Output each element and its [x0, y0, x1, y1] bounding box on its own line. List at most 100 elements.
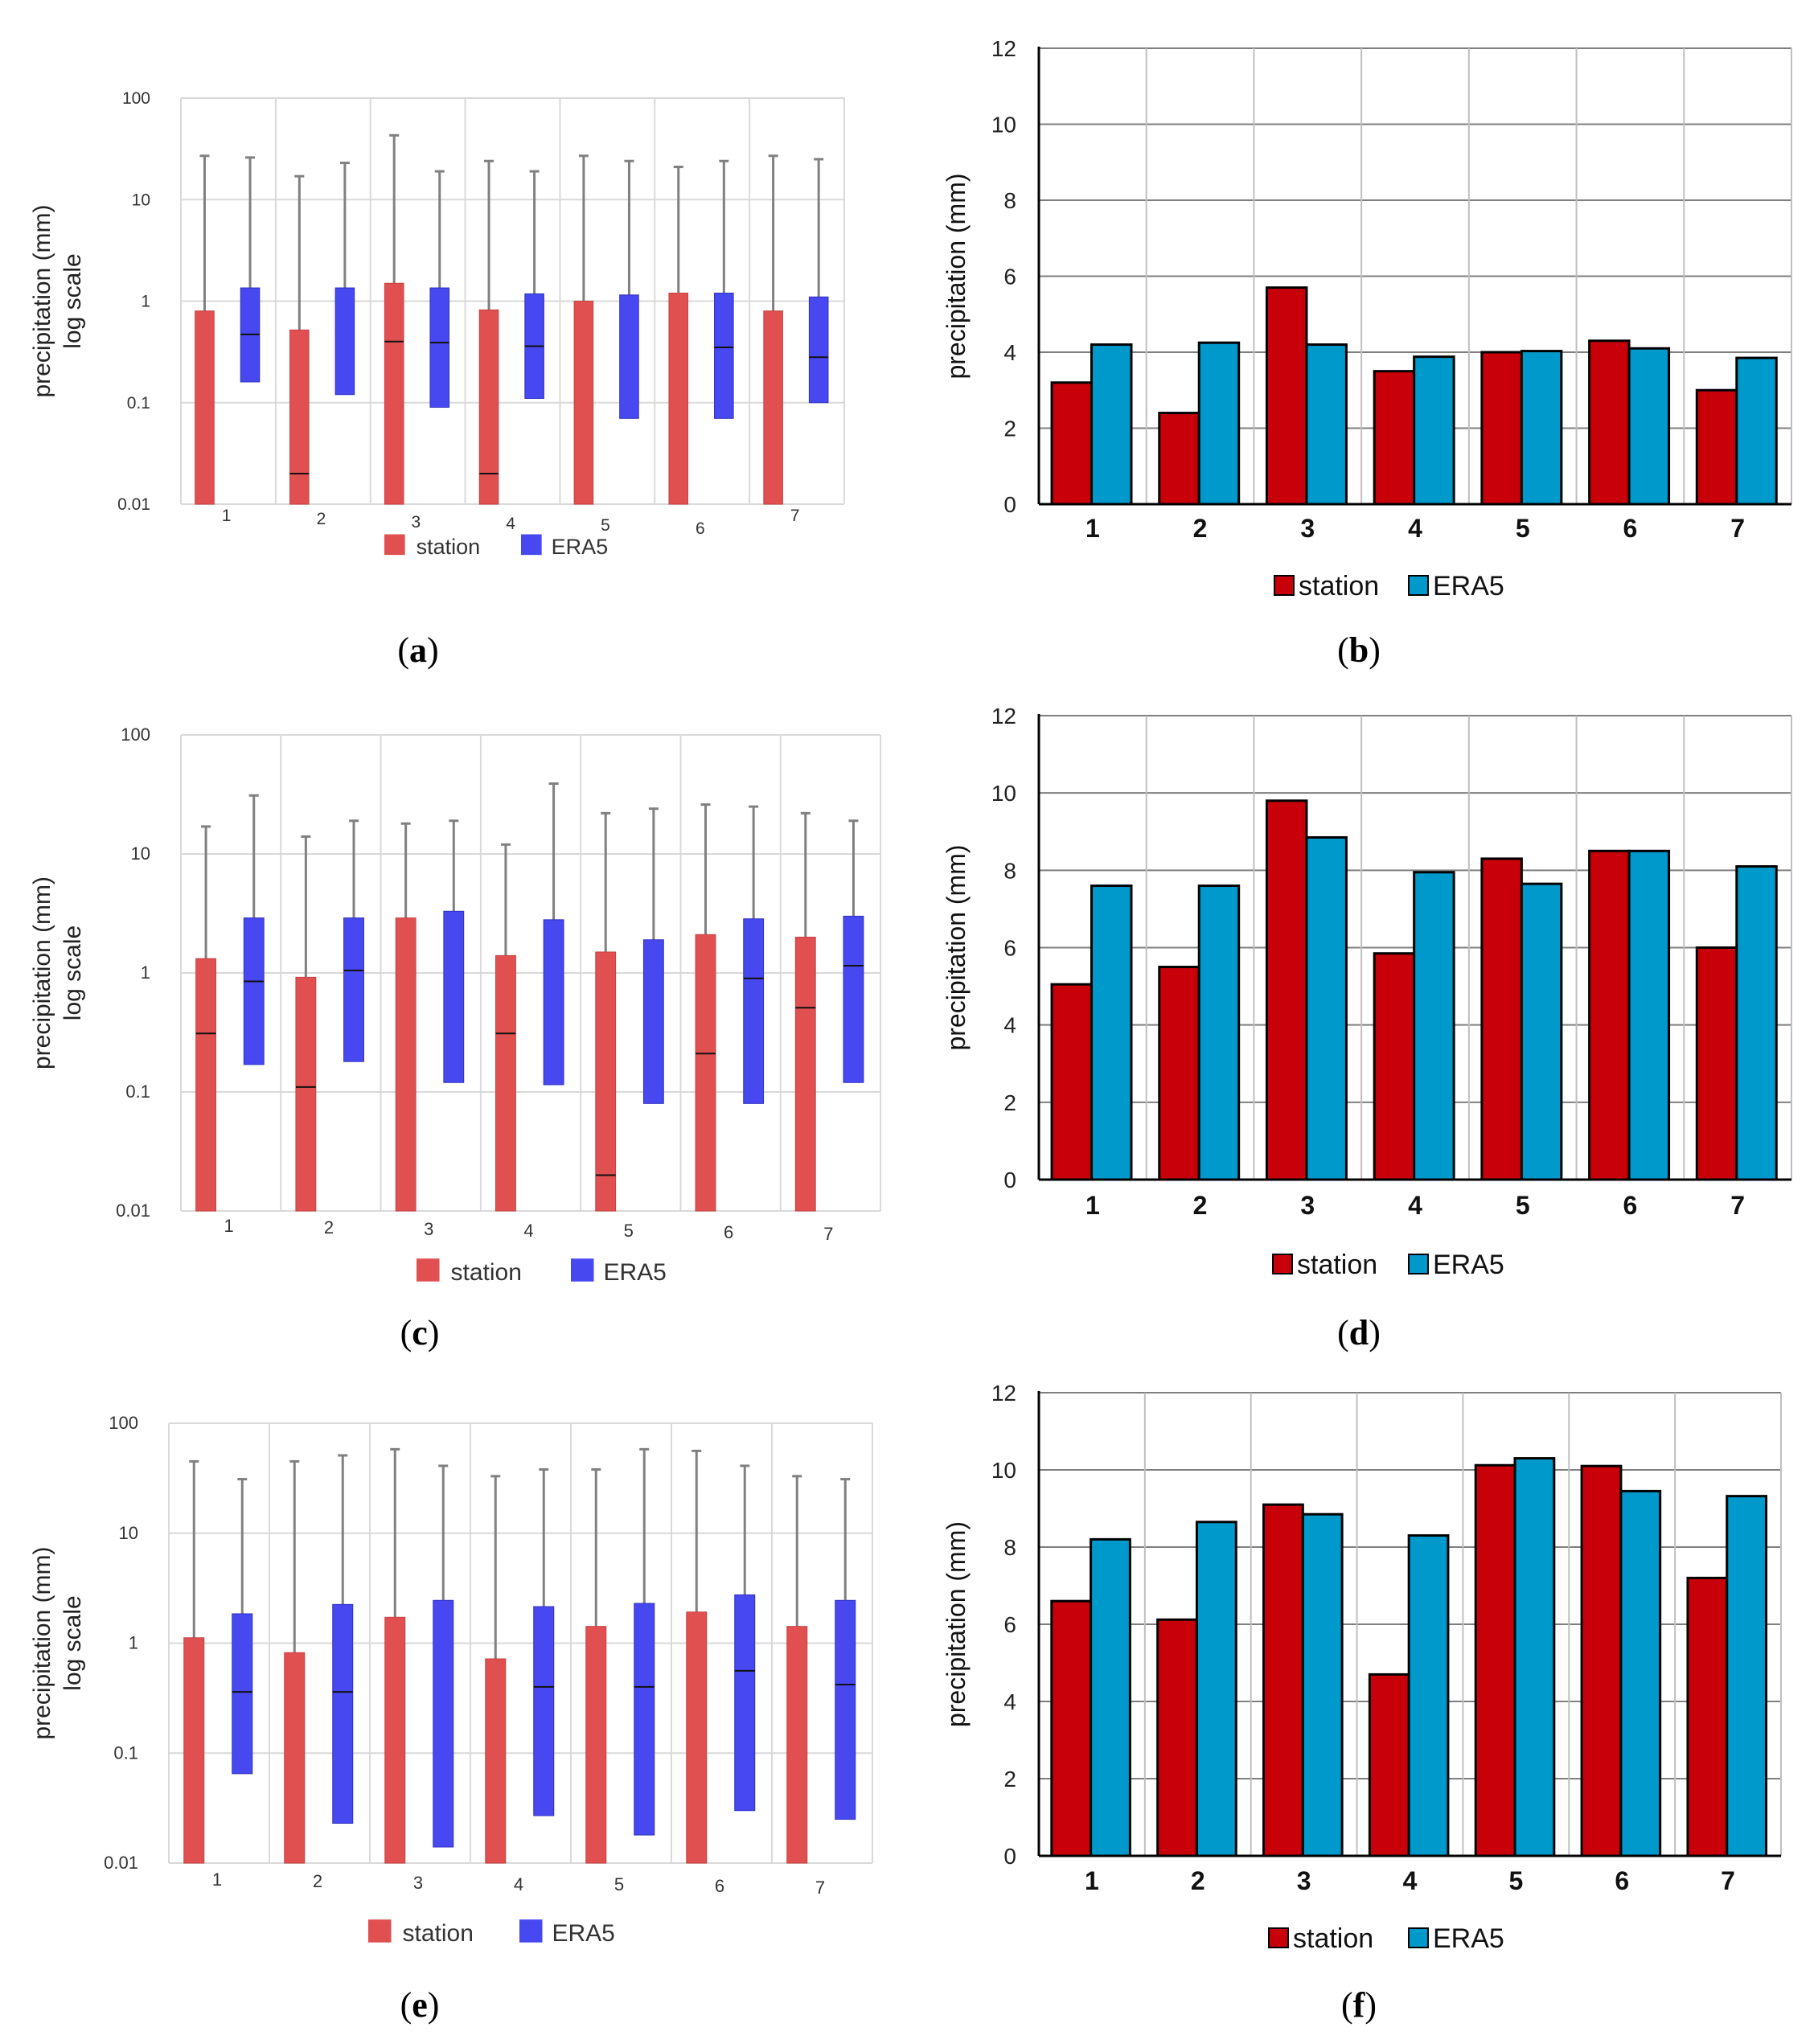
- station-bar: [1158, 412, 1200, 506]
- station-box: [595, 951, 617, 1212]
- era5-bar: [1520, 882, 1563, 1181]
- era5-bar: [1413, 871, 1455, 1181]
- y-tick-label: 0.01: [104, 1853, 138, 1873]
- x-tick-label: 4: [514, 1874, 523, 1894]
- station-bar: [1265, 286, 1308, 506]
- era5-box: [714, 293, 734, 419]
- era5-box: [343, 917, 364, 1062]
- panel-label-f: (f): [1341, 1985, 1377, 2025]
- y-tick-label: 0: [1003, 492, 1016, 517]
- era5-box: [734, 1594, 756, 1812]
- x-tick-label: 2: [317, 510, 326, 528]
- station-bar: [1050, 983, 1094, 1181]
- x-tick-label: 2: [1191, 1866, 1205, 1895]
- era5-bar: [1090, 343, 1133, 506]
- station-box: [763, 310, 783, 505]
- y-tick-label: 100: [109, 1413, 138, 1433]
- station-box: [384, 1616, 406, 1864]
- era5-box: [433, 1599, 454, 1848]
- y-tick-label: 100: [121, 724, 150, 745]
- y-tick-label: 2: [1003, 1767, 1016, 1792]
- station-box: [794, 936, 816, 1212]
- legend-label-station: station: [1299, 571, 1379, 601]
- x-tick-label: 3: [411, 513, 421, 532]
- legend-swatch-station: [417, 1258, 440, 1282]
- station-box: [395, 917, 417, 1212]
- x-tick-label: 6: [1623, 1191, 1638, 1220]
- station-box: [668, 293, 689, 505]
- x-tick-label: 3: [1300, 514, 1315, 543]
- y-tick-label: 4: [1003, 1689, 1016, 1714]
- y-tick-label: 8: [1003, 858, 1016, 883]
- era5-bar: [1735, 865, 1778, 1181]
- era5-box: [835, 1599, 856, 1820]
- station-box: [495, 954, 516, 1212]
- station-bar: [1373, 370, 1416, 506]
- era5-box: [334, 287, 355, 396]
- y-axis-label-2: log scale: [60, 926, 86, 1020]
- station-bar: [1156, 1618, 1198, 1857]
- era5-bar: [1090, 885, 1133, 1181]
- x-tick-label: 1: [212, 1870, 222, 1890]
- legend-label-station: station: [417, 535, 481, 559]
- station-box: [289, 329, 310, 505]
- era5-box: [443, 910, 465, 1083]
- y-tick-label: 8: [1003, 1535, 1016, 1560]
- chart-panel-c: 0.01 0.1 1 10 100 1 2 3 4 5 6 7 precipitation (mm) lo…: [29, 724, 881, 1352]
- era5-bar: [1195, 1521, 1237, 1857]
- panel-label-e: (e): [400, 1985, 440, 2025]
- station-box: [195, 958, 216, 1212]
- panel-label-c: (c): [400, 1313, 440, 1352]
- y-tick-label: 2: [1003, 417, 1016, 441]
- x-tick-label: 4: [506, 515, 515, 533]
- era5-bar: [1305, 835, 1348, 1181]
- legend-label-era5: ERA5: [1433, 1923, 1504, 1954]
- x-tick-label: 7: [1730, 514, 1745, 543]
- era5-box: [619, 294, 639, 419]
- y-axis-label: precipitation (mm): [942, 173, 971, 379]
- y-tick-label: 12: [991, 36, 1016, 61]
- station-bar: [1474, 1463, 1516, 1857]
- era5-bar: [1627, 347, 1671, 506]
- station-box: [195, 310, 215, 505]
- x-tick-label: 5: [1516, 1191, 1530, 1220]
- x-tick-label: 1: [1085, 1191, 1100, 1220]
- station-bar: [1580, 1464, 1623, 1857]
- y-tick-label: 6: [1003, 936, 1016, 961]
- station-bar: [1480, 351, 1523, 506]
- y-tick-label: 0: [1003, 1168, 1016, 1192]
- era5-box: [332, 1603, 354, 1824]
- x-tick-label: 7: [815, 1878, 825, 1898]
- station-box: [585, 1626, 607, 1864]
- x-tick-label: 6: [696, 519, 705, 538]
- x-tick-label: 7: [1730, 1191, 1745, 1220]
- x-tick-label: 7: [823, 1224, 833, 1244]
- y-tick-label: 4: [1003, 1013, 1016, 1038]
- legend-label-era5: ERA5: [1433, 1250, 1504, 1280]
- era5-bar: [1627, 849, 1671, 1181]
- legend-label-era5: ERA5: [604, 1259, 667, 1286]
- station-box: [183, 1637, 205, 1864]
- x-tick-label: 6: [715, 1876, 724, 1896]
- era5-bar: [1197, 885, 1241, 1181]
- x-tick-label: 7: [790, 507, 800, 525]
- x-tick-label: 1: [1085, 1866, 1099, 1895]
- era5-box: [232, 1613, 253, 1775]
- chart-panel-e: 0.01 0.1 1 10 100 1 2 3 4 5 6 7 precipitation (mm) lo…: [29, 1413, 873, 2025]
- x-tick-label: 5: [614, 1874, 624, 1894]
- station-bar: [1588, 849, 1631, 1181]
- y-tick-label: 0.01: [116, 1201, 150, 1221]
- y-tick-label: 10: [131, 843, 150, 864]
- y-tick-label: 10: [991, 113, 1016, 137]
- y-tick-label: 1: [141, 293, 150, 311]
- x-tick-label: 4: [1408, 1191, 1422, 1220]
- station-bar: [1480, 857, 1523, 1181]
- x-tick-label: 3: [1300, 1191, 1315, 1220]
- era5-box: [634, 1603, 655, 1836]
- x-tick-label: 5: [1516, 514, 1530, 543]
- legend-swatch-era5: [1408, 575, 1429, 596]
- x-tick-label: 2: [313, 1871, 322, 1891]
